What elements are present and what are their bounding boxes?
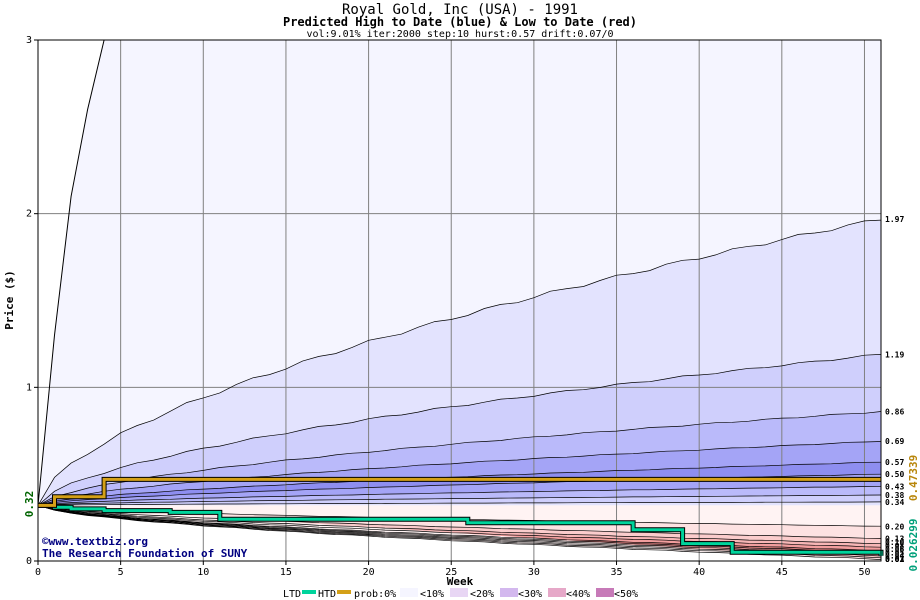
x-tick-50: 50 bbox=[858, 567, 870, 578]
legend-ltd-label: LTD bbox=[283, 589, 301, 600]
x-tick-40: 40 bbox=[693, 567, 705, 578]
band-line-2 bbox=[37, 411, 882, 506]
lower-end-label-2: 0.10 bbox=[885, 538, 904, 547]
end-labels: 1.97 1.19 0.86 0.69 0.57 0.50 0.430.380.34 0.20… bbox=[885, 215, 904, 564]
upper-end-label-1: 1.19 bbox=[885, 350, 904, 359]
lower-band-0 bbox=[38, 505, 881, 527]
x-tick-25: 25 bbox=[445, 567, 457, 578]
legend-item-30: <30% bbox=[518, 589, 542, 600]
y-axis-label: Price ($) bbox=[3, 270, 16, 330]
lower-end-label-9: 0.01 bbox=[885, 555, 904, 564]
x-tick-45: 45 bbox=[776, 567, 788, 578]
legend-item-40: <40% bbox=[566, 589, 590, 600]
htd-final-label: 0.47339 bbox=[907, 455, 920, 501]
band-lines bbox=[37, 39, 882, 560]
upper-band-1 bbox=[38, 220, 881, 506]
x-tick-35: 35 bbox=[611, 567, 623, 578]
band-line-3 bbox=[37, 441, 882, 506]
start-price-label: 0.32 bbox=[23, 491, 36, 518]
legend-swatch-10 bbox=[400, 588, 418, 597]
legend-swatch-50 bbox=[596, 588, 614, 597]
band-line-8 bbox=[37, 501, 882, 506]
upper-end-label-2: 0.86 bbox=[885, 408, 904, 417]
lower-end-label-6: 0.04 bbox=[885, 552, 904, 561]
lower-band-4 bbox=[38, 505, 881, 551]
legend-htd-swatch bbox=[337, 590, 351, 594]
x-tick-15: 15 bbox=[280, 567, 292, 578]
chart-params: vol:9.01% iter:2000 step:10 hurst:0.57 d… bbox=[306, 29, 613, 40]
legend-swatch-20 bbox=[450, 588, 468, 597]
band-line-10 bbox=[37, 505, 882, 539]
legend-item-20: <20% bbox=[470, 589, 494, 600]
band-line-6 bbox=[37, 485, 882, 506]
x-tick-5: 5 bbox=[118, 567, 124, 578]
series bbox=[38, 476, 884, 556]
legend-ltd-swatch bbox=[302, 590, 316, 594]
lower-end-label-7: 0.03 bbox=[885, 555, 904, 564]
upper-band-3 bbox=[38, 411, 881, 506]
upper-end-label-3: 0.69 bbox=[885, 437, 904, 446]
upper-end-label-0: 1.97 bbox=[885, 215, 904, 224]
grid bbox=[38, 40, 881, 561]
y-tick-0: 0 bbox=[26, 556, 32, 567]
upper-end-label-8: 0.34 bbox=[885, 498, 904, 507]
upper-band-8 bbox=[38, 495, 881, 506]
band-line-7 bbox=[37, 494, 882, 506]
band-line-11 bbox=[37, 505, 882, 545]
legend-item-50: <50% bbox=[614, 589, 638, 600]
lower-end-label-3: 0.08 bbox=[885, 541, 904, 550]
x-tick-10: 10 bbox=[197, 567, 209, 578]
y-tick-3: 3 bbox=[26, 35, 32, 46]
band-line-14 bbox=[37, 505, 882, 553]
htd-line bbox=[38, 477, 881, 507]
lower-band-3 bbox=[38, 505, 881, 548]
axis-ticks: 0 5 10 15 20 25 30 35 40 45 50 0 1 2 3 bbox=[26, 35, 871, 578]
lower-end-label-4: 0.06 bbox=[885, 545, 904, 554]
lower-end-label-5: 0.05 bbox=[885, 548, 904, 557]
upper-end-label-4: 0.57 bbox=[885, 458, 904, 467]
ltd-line bbox=[38, 503, 883, 556]
outer-high-line bbox=[37, 39, 105, 506]
x-tick-20: 20 bbox=[363, 567, 375, 578]
upper-end-label-7: 0.38 bbox=[885, 491, 904, 500]
lower-end-label-8: 0.02 bbox=[885, 555, 904, 564]
upper-end-label-6: 0.43 bbox=[885, 482, 904, 491]
legend-swatch-30 bbox=[500, 588, 518, 597]
band-line-0 bbox=[37, 219, 882, 506]
credit-line-1: ©www.textbiz.org bbox=[42, 535, 148, 548]
upper-band-6 bbox=[38, 474, 881, 506]
upper-band-2 bbox=[38, 354, 881, 506]
y-tick-2: 2 bbox=[26, 209, 32, 220]
upper-band-0 bbox=[38, 40, 881, 506]
upper-bands bbox=[38, 40, 881, 506]
band-line-15 bbox=[37, 505, 882, 555]
lower-end-label-1: 0.13 bbox=[885, 535, 904, 544]
upper-band-4 bbox=[38, 441, 881, 506]
upper-band-5 bbox=[38, 462, 881, 506]
legend-htd-label: HTD bbox=[318, 589, 336, 600]
legend: LTD HTD prob:0% <10% <20% <30% <40% <50% bbox=[283, 588, 638, 600]
lower-end-label-0: 0.20 bbox=[885, 522, 904, 531]
ltd-final-label: 0.026299 bbox=[907, 519, 920, 572]
x-axis-label: Week bbox=[447, 575, 474, 588]
band-line-1 bbox=[37, 354, 882, 506]
x-tick-0: 0 bbox=[35, 567, 41, 578]
band-line-13 bbox=[37, 505, 882, 552]
upper-end-label-5: 0.50 bbox=[885, 470, 904, 479]
legend-item-10: <10% bbox=[420, 589, 444, 600]
legend-prob-label: prob:0% bbox=[354, 589, 396, 600]
legend-swatch-40 bbox=[548, 588, 566, 597]
plot-frame bbox=[37, 39, 882, 562]
credit-line-2: The Research Foundation of SUNY bbox=[42, 547, 248, 560]
chart-subtitle: Predicted High to Date (blue) & Low to D… bbox=[283, 15, 637, 29]
chart-title: Royal Gold, Inc (USA) - 1991 bbox=[342, 2, 578, 18]
lower-band-2 bbox=[38, 505, 881, 544]
band-line-12 bbox=[37, 505, 882, 548]
x-tick-30: 30 bbox=[528, 567, 540, 578]
y-tick-1: 1 bbox=[26, 382, 32, 393]
